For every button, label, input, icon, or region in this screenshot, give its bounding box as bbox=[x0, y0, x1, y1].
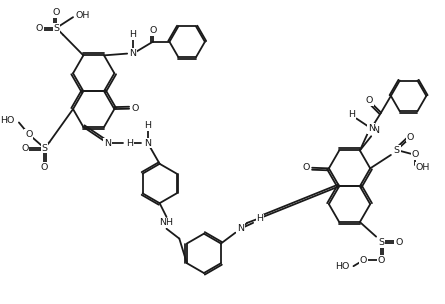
Text: O: O bbox=[377, 256, 385, 265]
Text: O: O bbox=[36, 23, 43, 33]
Text: O: O bbox=[407, 133, 414, 142]
Text: H: H bbox=[127, 139, 134, 148]
Text: H: H bbox=[348, 110, 355, 119]
Text: O: O bbox=[303, 163, 310, 172]
Text: S: S bbox=[53, 23, 59, 33]
Text: O: O bbox=[21, 143, 28, 153]
Text: O: O bbox=[395, 238, 402, 247]
Text: O: O bbox=[131, 104, 139, 113]
Text: O: O bbox=[53, 8, 60, 17]
Text: O: O bbox=[365, 96, 373, 105]
Text: HO: HO bbox=[0, 116, 15, 125]
Text: OH: OH bbox=[416, 163, 430, 172]
Text: S: S bbox=[394, 146, 400, 154]
Text: O: O bbox=[360, 256, 367, 265]
Text: N: N bbox=[372, 126, 380, 135]
Text: S: S bbox=[378, 238, 384, 247]
Text: H: H bbox=[256, 214, 263, 223]
Text: H: H bbox=[144, 121, 151, 130]
Text: N: N bbox=[104, 139, 111, 148]
Text: O: O bbox=[41, 163, 48, 172]
Text: O: O bbox=[25, 130, 32, 139]
Text: N: N bbox=[144, 139, 151, 148]
Text: S: S bbox=[41, 143, 48, 153]
Text: N: N bbox=[368, 124, 375, 133]
Text: HO: HO bbox=[335, 262, 350, 271]
Text: N: N bbox=[237, 224, 244, 233]
Text: O: O bbox=[149, 26, 157, 36]
Text: N: N bbox=[129, 49, 137, 58]
Text: O: O bbox=[412, 150, 419, 160]
Text: NH: NH bbox=[159, 218, 174, 227]
Text: OH: OH bbox=[76, 11, 90, 20]
Text: H: H bbox=[129, 30, 137, 40]
